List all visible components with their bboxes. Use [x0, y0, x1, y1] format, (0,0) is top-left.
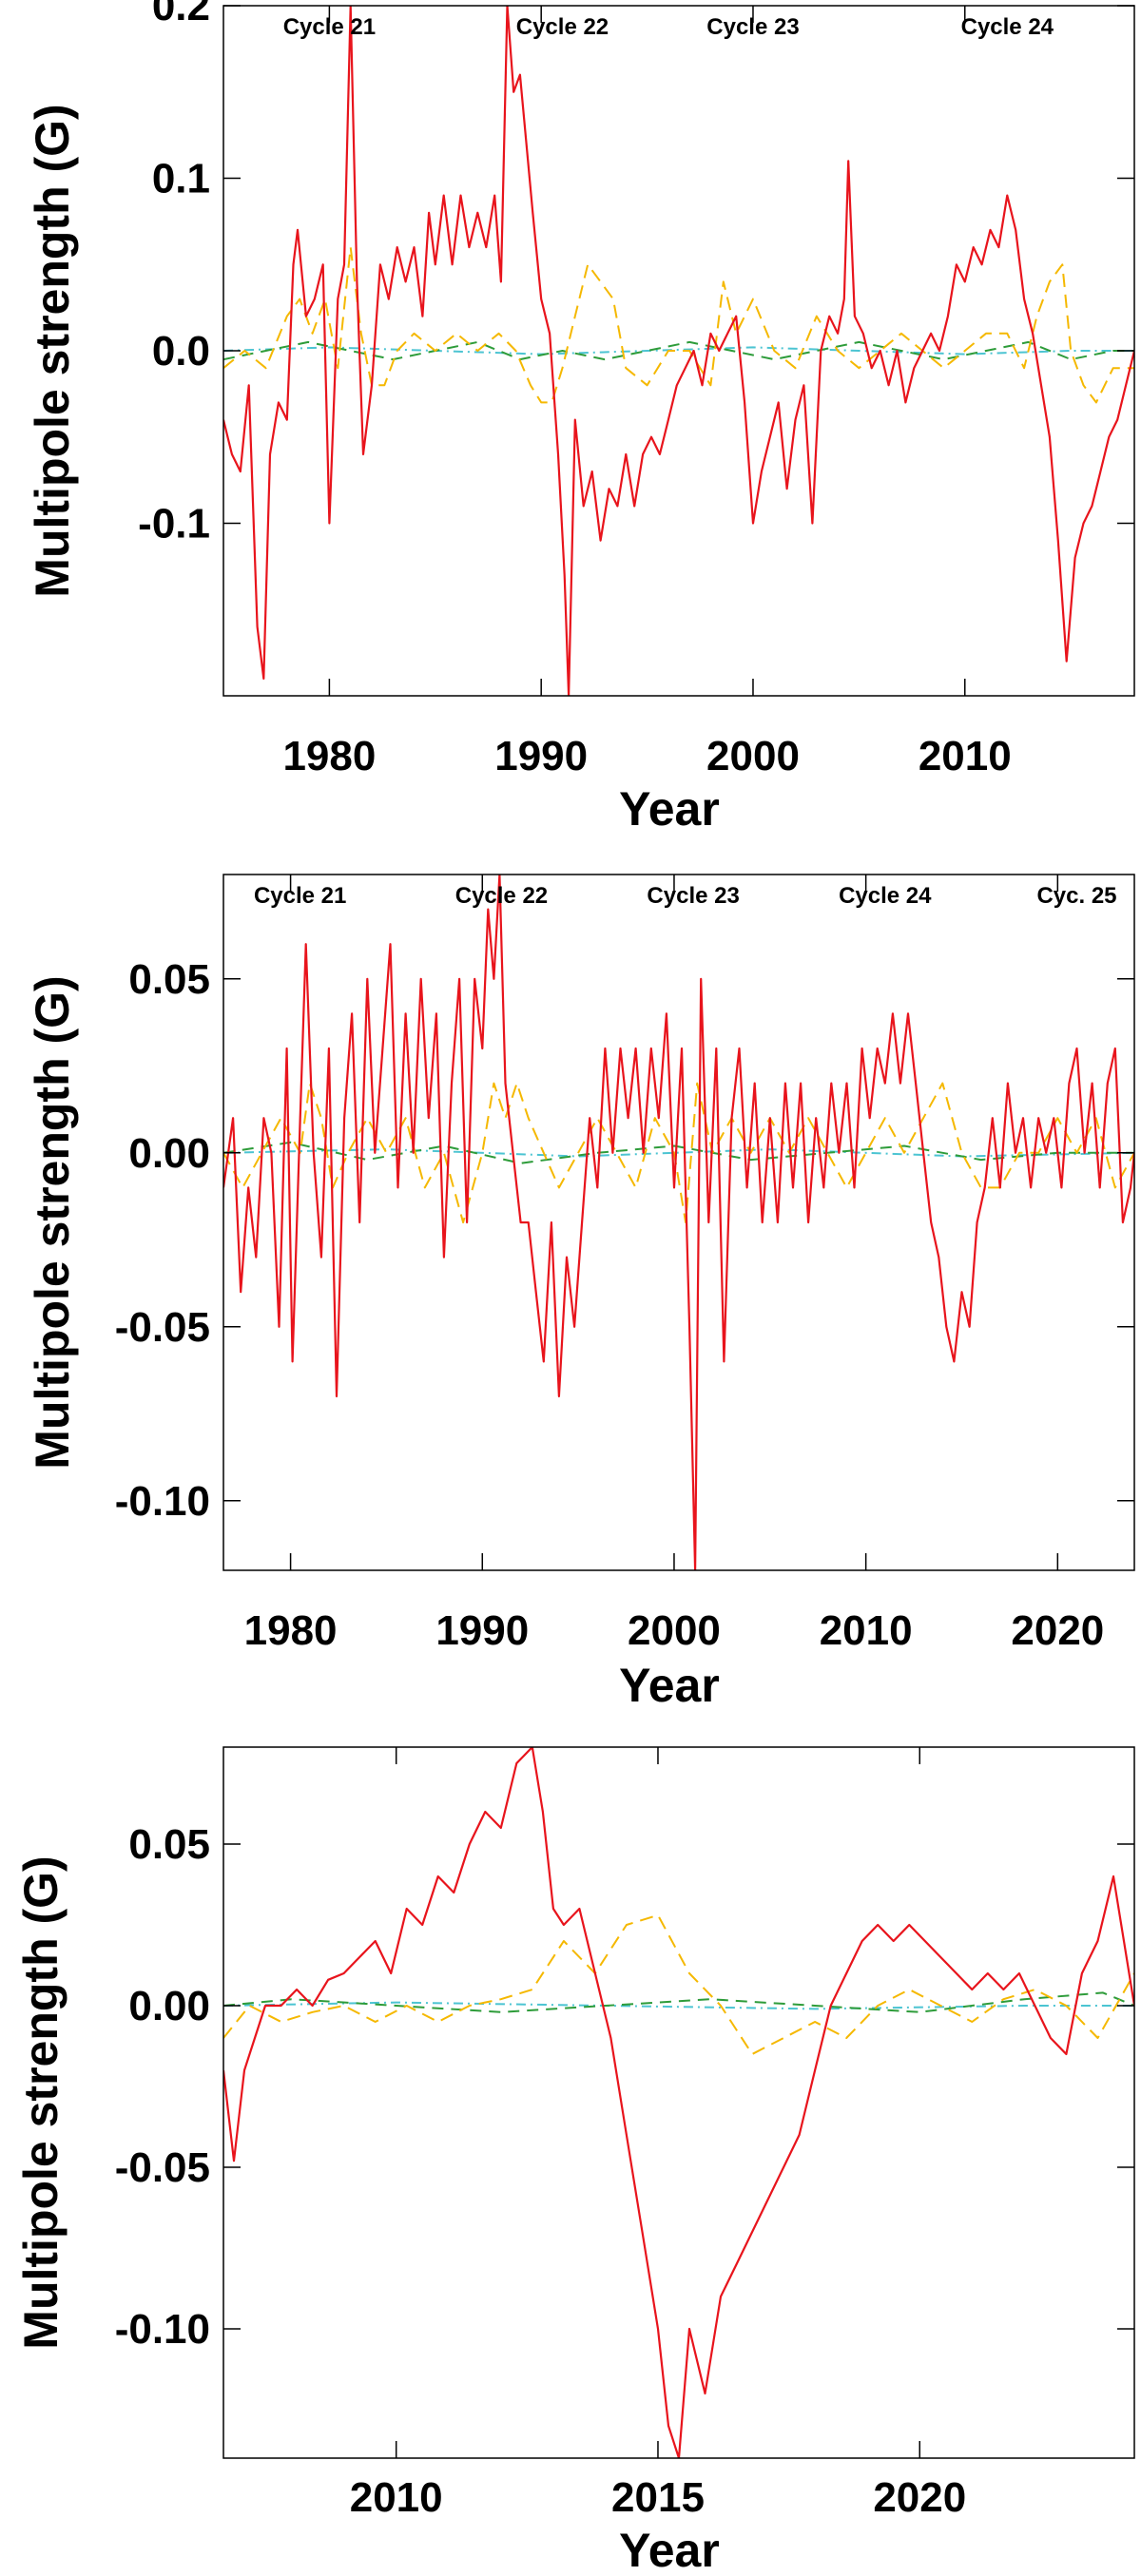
dipole-series-line: [223, 1747, 1134, 2458]
octupole-series-line: [223, 1991, 1134, 2013]
x-tick-label: 2010: [919, 733, 1012, 779]
y-tick-label: -0.05: [115, 2144, 210, 2191]
x-tick-label: 2000: [706, 733, 800, 779]
y-tick-label: 0.05: [128, 956, 210, 1003]
chart-panel-3: 2010 2015 2020 0.05 0.00 -0.05 -0.10 Year Multip…: [14, 1746, 1135, 2576]
y-tick-label: 0.2: [152, 0, 210, 29]
plot-frame: [222, 1746, 1135, 2459]
x-tick-label: 2020: [1011, 1607, 1104, 1654]
cycle-annotation: Cycle 22: [516, 14, 609, 40]
hexadecapole-series-line: [223, 2001, 1134, 2010]
x-tick-label: 1980: [282, 733, 376, 779]
dipole-series-line: [223, 875, 1134, 1570]
y-tick-label: -0.10: [115, 2306, 210, 2353]
y-tick-label: 0.0: [152, 328, 210, 375]
x-tick-label: 2015: [611, 2474, 705, 2521]
x-axis-title: Year: [619, 2524, 720, 2571]
y-tick-label: 0.00: [128, 1130, 210, 1177]
cycle-annotation: Cycle 21: [254, 883, 346, 909]
y-tick-label: 0.05: [128, 1821, 210, 1868]
x-tick-label: 1980: [244, 1607, 338, 1654]
cycle-annotation: Cycle 21: [283, 14, 376, 40]
quadrupole-series-line: [223, 1913, 1134, 2055]
x-axis-title: Year: [619, 1659, 720, 1712]
x-tick-label: 2000: [628, 1607, 721, 1654]
cycle-annotation: Cycle 22: [455, 883, 548, 909]
cycle-annotation: Cycle 23: [647, 883, 739, 909]
y-axis-title: Multipole strength (G): [14, 1855, 68, 2349]
chart-panel-1: 1980 1990 2000 2010 0.2 0.1 0.0 -0.1 Year Multipo…: [26, 0, 1135, 836]
y-tick-label: -0.05: [115, 1304, 210, 1351]
quadrupole-series-line: [223, 1082, 1134, 1223]
octupole-series-line: [223, 1141, 1134, 1164]
hexadecapole-series-line: [223, 1148, 1134, 1158]
y-tick-label: -0.10: [115, 1478, 210, 1525]
y-tick-label: 0.1: [152, 156, 210, 202]
cycle-annotation: Cycle 24: [961, 14, 1054, 40]
cycle-annotation: Cycle 24: [839, 883, 932, 909]
x-tick-label: 1990: [435, 1607, 529, 1654]
y-axis-title: Multipole strength (G): [26, 104, 79, 597]
x-tick-label: 2010: [350, 2474, 443, 2521]
cycle-annotation: Cycle 23: [706, 14, 799, 40]
cycle-annotation: Cyc. 25: [1036, 883, 1116, 909]
dipole-series-line: [223, 6, 1134, 696]
x-tick-label: 2010: [820, 1607, 913, 1654]
plot-frame: [222, 874, 1135, 1571]
octupole-series-line: [223, 340, 1134, 361]
y-tick-label: 0.00: [128, 1983, 210, 2029]
x-tick-label: 1990: [494, 733, 588, 779]
y-axis-title: Multipole strength (G): [26, 975, 79, 1469]
y-tick-label: -0.1: [138, 501, 210, 548]
x-axis-title: Year: [619, 782, 720, 836]
quadrupole-series-line: [223, 246, 1134, 404]
chart-panel-2: 1980 1990 2000 2010 2020 0.05 0.00 -0.05 -0.10 Ye…: [26, 874, 1135, 1712]
x-tick-label: 2020: [873, 2474, 966, 2521]
